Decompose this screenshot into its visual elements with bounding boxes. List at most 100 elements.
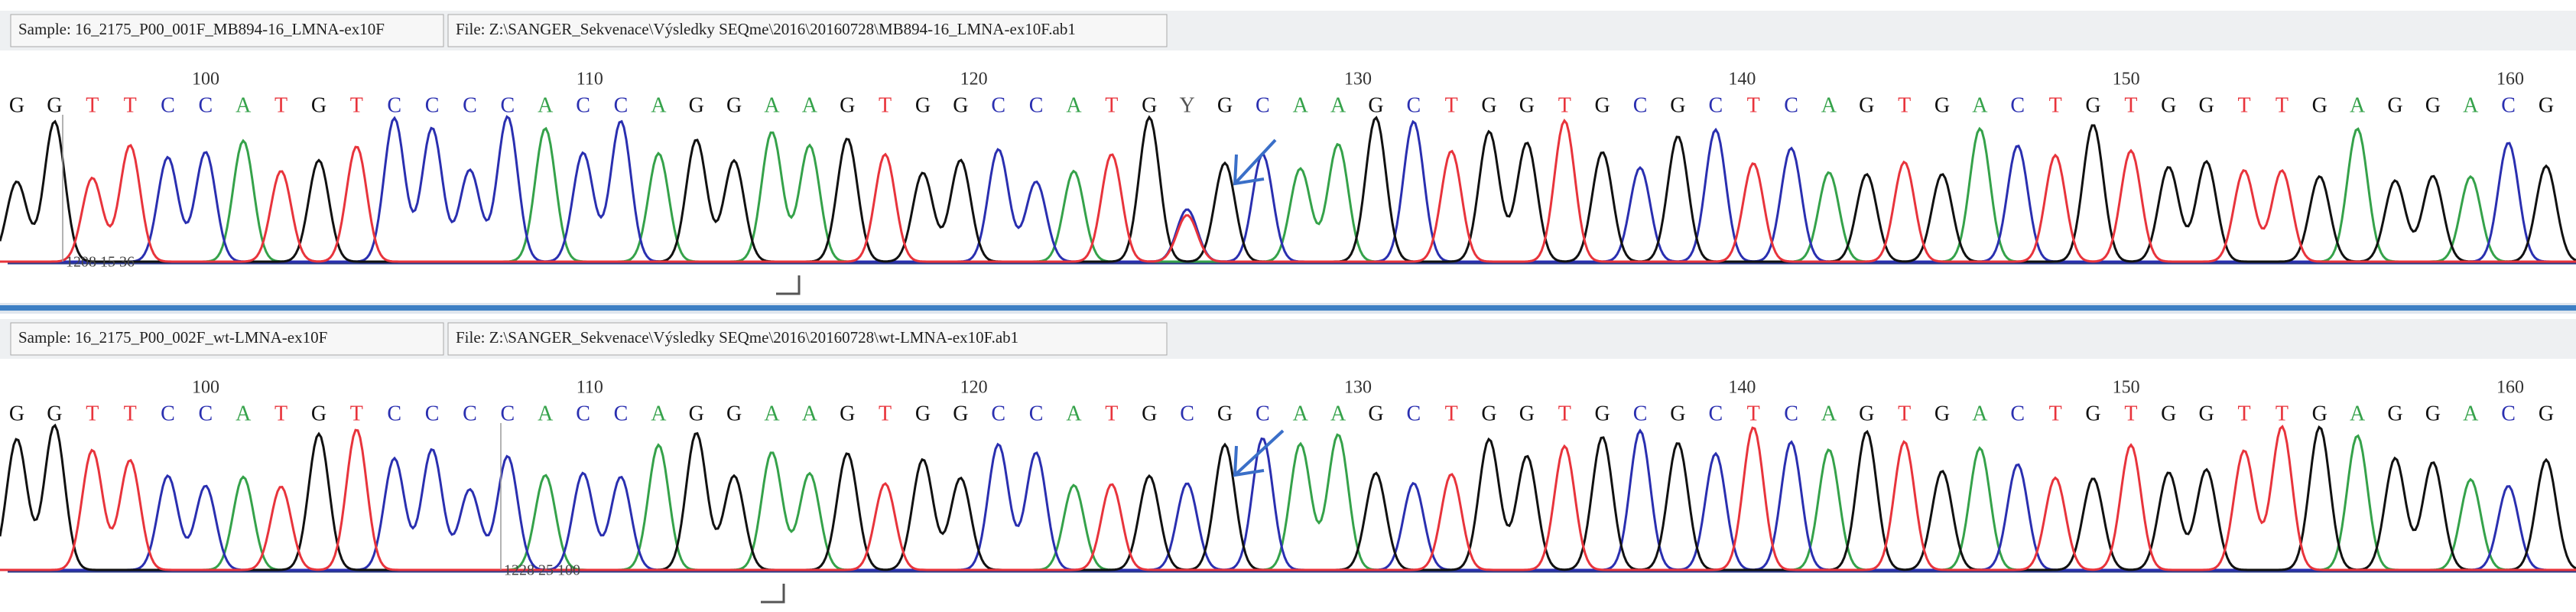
position-label: 110 (577, 70, 603, 90)
base-call: T (1445, 93, 1458, 117)
base-call: A (2463, 93, 2479, 117)
base-call: C (1708, 93, 1723, 117)
base-call: G (1670, 93, 1685, 117)
base-call: G (1859, 402, 1874, 425)
base-call: T (2237, 402, 2250, 425)
base-call: G (726, 402, 742, 425)
base-call: C (463, 402, 477, 425)
position-label: 120 (960, 378, 988, 398)
base-call: C (1180, 402, 1194, 425)
base-call: G (915, 93, 931, 117)
base-call: C (1256, 93, 1270, 117)
base-call: A (1972, 93, 1988, 117)
base-call: T (1898, 93, 1911, 117)
trace-t (0, 119, 2576, 263)
base-call: T (2124, 93, 2137, 117)
base-call: A (1066, 402, 1082, 425)
file-box (447, 14, 1168, 47)
base-call: G (2199, 402, 2214, 425)
base-call: G (1481, 402, 1496, 425)
base-call: A (2350, 402, 2366, 425)
base-call: A (651, 402, 667, 425)
base-call: G (47, 402, 62, 425)
sample-label: Sample: 16_2175_P00_001F_MB894-16_LMNA-e… (18, 20, 385, 38)
position-label: 160 (2496, 70, 2524, 90)
base-call: C (2501, 402, 2516, 425)
position-label: 160 (2496, 378, 2524, 398)
base-call: G (2199, 93, 2214, 117)
base-call: G (840, 402, 855, 425)
base-call: C (199, 93, 213, 117)
base-call: T (274, 402, 287, 425)
base-call: C (1633, 402, 1648, 425)
base-call: T (1105, 402, 1118, 425)
base-call: T (86, 93, 99, 117)
position-label: 100 (192, 70, 219, 90)
base-call: T (1558, 93, 1571, 117)
sample-box (10, 322, 444, 356)
base-call: G (1368, 402, 1383, 425)
base-call: G (1142, 402, 1157, 425)
base-call: A (764, 93, 780, 117)
base-call: G (311, 93, 326, 117)
base-call: G (2539, 93, 2554, 117)
base-call: C (1406, 93, 1421, 117)
base-call: T (2049, 402, 2062, 425)
base-call: T (86, 402, 99, 425)
position-label: 130 (1344, 70, 1372, 90)
base-call: A (1972, 402, 1988, 425)
base-call: C (2501, 93, 2516, 117)
base-call: G (2161, 402, 2176, 425)
base-call: C (614, 93, 629, 117)
base-call: G (1519, 402, 1535, 425)
base-call: T (879, 402, 892, 425)
base-call: G (2387, 93, 2402, 117)
base-call: C (2010, 402, 2025, 425)
base-call: C (501, 402, 515, 425)
base-call: T (1558, 402, 1571, 425)
mutation-arrow-head (1233, 445, 1265, 477)
base-call: C (199, 402, 213, 425)
base-call: G (1934, 402, 1950, 425)
base-call: T (350, 93, 363, 117)
base-call: C (1633, 93, 1648, 117)
base-call: G (840, 93, 855, 117)
separator-line (0, 305, 2576, 311)
scroll-handle[interactable] (761, 584, 785, 604)
base-call: G (2085, 402, 2100, 425)
base-call: C (1784, 402, 1798, 425)
base-call: T (2276, 93, 2289, 117)
base-call: T (1445, 402, 1458, 425)
base-call: G (2425, 402, 2441, 425)
file-label: File: Z:\SANGER_Sekvenace\Výsledky SEQme… (456, 20, 1076, 38)
base-call: C (576, 93, 590, 117)
base-call: T (350, 402, 363, 425)
base-call: G (689, 402, 704, 425)
position-label: 150 (2113, 378, 2140, 398)
base-call: G (1859, 93, 1874, 117)
base-call: A (1066, 93, 1082, 117)
base-call: A (651, 93, 667, 117)
base-call: C (1784, 93, 1798, 117)
base-call: C (387, 93, 401, 117)
trace-c (0, 115, 2576, 263)
base-call: G (1368, 93, 1383, 117)
base-call: A (802, 93, 818, 117)
base-call: G (2425, 93, 2441, 117)
base-call: C (2010, 93, 2025, 117)
base-call: A (2463, 402, 2479, 425)
base-call: T (1898, 402, 1911, 425)
base-call: A (1330, 402, 1346, 425)
base-call: A (764, 402, 780, 425)
file-box (447, 322, 1168, 356)
base-call: C (576, 402, 590, 425)
base-call: C (1406, 402, 1421, 425)
position-label: 100 (192, 378, 219, 398)
scroll-handle[interactable] (776, 275, 801, 295)
base-call: G (311, 402, 326, 425)
base-call: T (124, 93, 137, 117)
base-call: T (2237, 93, 2250, 117)
base-call: G (1595, 402, 1610, 425)
base-call: T (2124, 402, 2137, 425)
